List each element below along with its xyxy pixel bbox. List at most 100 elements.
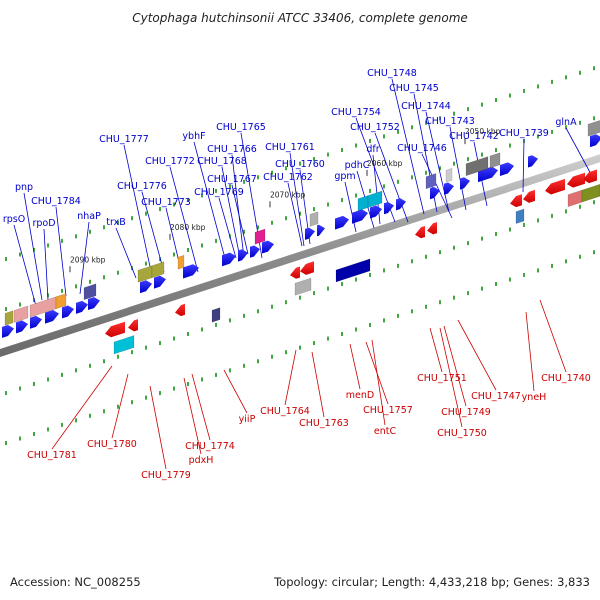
reverse-label-leader [439,327,463,428]
forward-gene-arrow [352,209,368,224]
reverse-gene-label: CHU_1750 [437,428,487,439]
forward-feature-box [489,152,501,169]
reverse-feature-box [567,189,583,208]
forward-gene-label: CHU_1762 [263,172,313,183]
forward-gene-label: CHU_1784 [31,196,81,207]
forward-gene-arrow [590,134,600,148]
reverse-gene-arrow [510,194,522,208]
forward-gene-arrow [444,182,454,195]
reverse-gene-label: CHU_1781 [27,450,77,461]
forward-label-leader [449,126,467,211]
forward-label-leader [141,191,165,273]
forward-label-leader [43,228,49,301]
forward-label-leader [55,206,67,297]
forward-label-leader [23,192,43,301]
forward-gene-label: CHU_1761 [265,142,315,153]
reverse-label-leader [539,299,567,373]
reverse-label-leader [149,385,167,470]
reverse-gene-label: yneH [522,392,547,403]
reverse-label-leader [443,325,467,407]
forward-gene-arrow [2,325,14,338]
forward-gene-arrow [500,162,514,176]
map-title: Cytophaga hutchinsonii ATCC 33406, compl… [132,11,468,25]
forward-label-leader [425,111,450,213]
forward-gene-label: CHU_1743 [425,116,475,127]
forward-gene-label: CHU_1744 [401,101,451,112]
forward-label-leader [13,224,37,307]
reverse-feature-box [294,277,312,296]
forward-label-leader [231,184,249,255]
reverse-gene-label: CHU_1757 [363,405,413,416]
forward-feature-box [367,190,383,208]
forward-label-leader [421,153,453,219]
reverse-feature-box [581,184,600,203]
forward-gene-label: CHU_1772 [145,156,195,167]
forward-gene-arrow [478,166,498,183]
forward-gene-arrow [30,315,42,329]
kbp-tick-label: 2090 kbp [70,255,106,264]
forward-label-leader [165,207,181,267]
reverse-gene-arrow [567,172,585,188]
reverse-label-leader [371,339,386,426]
forward-label-leader [287,182,303,247]
forward-gene-arrow [396,198,406,211]
reverse-feature-box [211,307,221,323]
forward-gene-label: gpm [334,171,355,182]
forward-gene-label: CHU_1742 [449,131,499,142]
reverse-gene-arrow [290,266,300,279]
forward-gene-arrow [317,224,325,237]
forward-label-leader [289,152,305,247]
reverse-gene-label: CHU_1747 [471,391,521,402]
forward-label-leader [169,166,199,273]
forward-gene-label: CHU_1766 [207,144,257,155]
forward-gene-arrow [62,305,74,319]
forward-gene-label: pdhC [345,160,370,171]
forward-gene-arrow [183,264,199,279]
forward-gene-label: CHU_1765 [216,122,266,133]
forward-feature-box [425,173,437,190]
forward-gene-label: dfr [366,144,379,155]
reverse-gene-arrow [175,303,185,317]
genome-summary-label: Topology: circular; Length: 4,433,218 bp… [273,575,590,589]
kbp-ticks: 2050 kbp 2060 kbp 2070 kbp 2080 kbp 2090 kbp [69,127,501,273]
reverse-gene-label: CHU_1774 [185,441,235,452]
forward-gene-arrow [222,252,236,267]
forward-gene-label: CHU_1752 [350,122,400,133]
gene-labels: CHU_1748 CHU_1745 CHU_1744 CHU_1743 CHU_1742… [3,68,591,481]
reverse-gene-label: CHU_1780 [87,439,137,450]
forward-feature-box [4,310,14,326]
reverse-gene-label: CHU_1764 [260,406,310,417]
reverse-label-leader [311,351,325,418]
forward-gene-label: trxB [106,217,126,228]
reverse-gene-label: CHU_1779 [141,470,191,481]
forward-gene-label: CHU_1773 [141,197,191,208]
reverse-gene-label: yiiP [239,414,256,425]
forward-gene-label: ybhF [182,131,205,142]
reverse-label-leader [457,319,497,391]
accession-label: Accession: NC_008255 [10,575,141,589]
reverse-gene-arrow [583,169,597,184]
forward-gene-arrow [45,310,59,324]
forward-label-leader [79,221,90,295]
forward-gene-label: rpoD [32,218,55,229]
forward-label-leader [123,144,153,277]
reverse-gene-label: menD [346,390,374,401]
forward-gene-arrow [305,227,315,240]
forward-gene-label: CHU_1748 [367,68,417,79]
reverse-label-leader [191,373,211,441]
reverse-feature-box [113,335,135,355]
forward-gene-label: pnp [15,182,33,193]
forward-label-leader [221,166,241,259]
reverse-gene-arrow [523,189,535,203]
forward-gene-arrow [250,245,260,258]
reverse-label-leader [223,369,248,414]
forward-feature-box [254,228,266,245]
reverse-label-leader [111,373,129,439]
reverse-gene-label: pdxH [189,455,214,466]
forward-feature-box [177,254,185,270]
forward-gene-label: CHU_1754 [331,107,381,118]
reverse-label-leader [51,365,113,450]
forward-gene-arrow [430,187,440,200]
genome-backbone-bar [0,154,600,357]
